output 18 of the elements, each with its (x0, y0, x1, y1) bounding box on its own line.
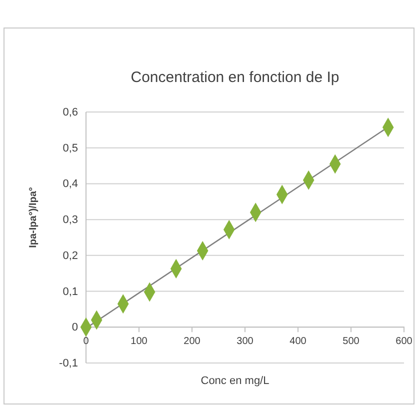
y-tick-label: -0,1 (59, 358, 78, 370)
y-tick-label: 0,2 (62, 250, 78, 262)
chart-title: Concentration en fonction de Ip (130, 69, 340, 86)
x-tick-label: 0 (83, 336, 90, 348)
x-axis-title: Conc en mg/L (200, 375, 270, 387)
x-tick-label: 500 (342, 336, 360, 348)
y-tick-label: 0,4 (62, 178, 78, 190)
y-tick-label: 0,5 (62, 142, 78, 154)
y-tick-label: 0 (72, 322, 78, 334)
x-tick-label: 200 (184, 336, 201, 348)
y-tick-label: 0,1 (62, 286, 78, 298)
x-tick-label: 400 (290, 336, 307, 348)
x-tick-label: 300 (236, 336, 254, 348)
x-tick-label: 100 (130, 336, 148, 348)
y-tick-label: 0,3 (62, 214, 78, 226)
y-axis-title: Ipa-Ipa°)/Ipa° (28, 187, 39, 248)
y-tick-label: 0,6 (62, 106, 78, 119)
x-tick-label: 600 (396, 336, 413, 348)
